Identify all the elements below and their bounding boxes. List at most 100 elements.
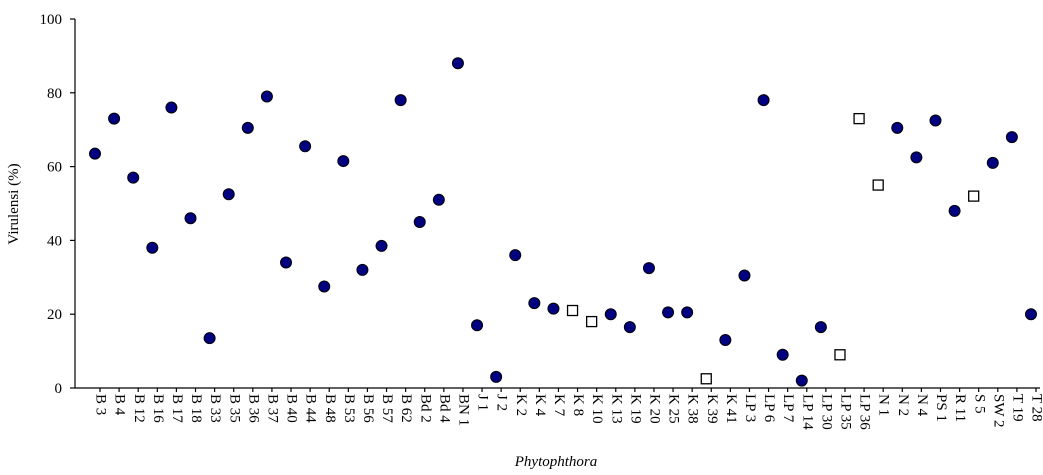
circle-marker	[222, 188, 235, 201]
x-tick-label: Bd 4	[436, 394, 452, 423]
x-tick-label: Bd 2	[417, 394, 433, 423]
x-tick-label: N 4	[914, 394, 930, 417]
x-tick-label: B 62	[398, 394, 414, 423]
square-marker	[853, 112, 865, 125]
x-tick-label: PS 1	[933, 394, 949, 422]
x-tick-label: B 40	[284, 394, 300, 423]
circle-marker	[413, 215, 426, 228]
x-tick-label: N 2	[895, 394, 911, 416]
x-tick-label: K 8	[570, 394, 586, 416]
x-tick-label: R 11	[952, 394, 968, 422]
circle-marker	[146, 241, 159, 254]
circle-marker	[604, 308, 617, 321]
circle-marker	[738, 269, 751, 282]
circle-marker	[451, 57, 464, 70]
x-tick-label: B 12	[131, 394, 147, 423]
x-axis-label: Phytophthora	[514, 454, 598, 470]
x-tick-label: J 2	[494, 394, 510, 411]
y-tick-label: 0	[55, 381, 63, 397]
circle-marker	[1025, 308, 1037, 321]
x-tick-label: B 35	[226, 394, 242, 423]
x-tick-label: B 33	[207, 394, 223, 423]
x-tick-label: B 4	[112, 394, 128, 416]
x-tick-label: LP 30	[818, 394, 834, 430]
circle-marker	[757, 94, 770, 107]
circle-marker	[89, 147, 101, 160]
x-tick-label: B 44	[303, 394, 319, 423]
x-tick-label: LP 3	[742, 394, 758, 422]
x-tick-label: K 38	[685, 394, 701, 424]
x-tick-label: K 25	[666, 394, 682, 424]
circle-marker	[280, 256, 293, 269]
circle-marker	[260, 90, 273, 103]
circle-marker	[127, 171, 140, 184]
x-tick-label: B 3	[93, 394, 109, 415]
square-marker	[834, 349, 846, 361]
circle-marker	[184, 212, 197, 225]
circle-marker	[509, 249, 522, 262]
circle-marker	[165, 101, 178, 114]
x-tick-label: T 19	[1009, 394, 1025, 422]
x-tick-label: N 1	[876, 394, 892, 416]
square-marker	[566, 304, 579, 317]
circle-marker	[432, 193, 445, 206]
x-tick-label: SW 2	[990, 394, 1006, 427]
x-tick-label: B 16	[150, 394, 166, 423]
circle-marker	[948, 204, 961, 217]
circle-marker	[108, 112, 121, 125]
circle-marker	[241, 121, 254, 134]
circle-marker	[986, 156, 999, 169]
x-tick-label: B 18	[188, 394, 204, 423]
circle-marker	[547, 302, 560, 315]
x-tick-label: S 5	[971, 394, 987, 414]
square-marker	[968, 190, 980, 202]
x-tick-label: B 56	[360, 394, 376, 423]
y-axis-label: Virulensi (%)	[6, 163, 22, 244]
x-tick-label: K 2	[513, 394, 529, 416]
x-tick-label: K 20	[647, 394, 663, 424]
y-tick-label: 40	[47, 233, 62, 249]
y-tick-label: 100	[40, 12, 63, 28]
circle-marker	[528, 297, 541, 310]
x-tick-label: K 10	[589, 394, 605, 424]
circle-marker	[1005, 131, 1018, 144]
x-tick-label: LP 6	[761, 394, 777, 423]
circle-marker	[891, 121, 904, 134]
x-tick-label: B 36	[245, 394, 261, 423]
x-tick-label: K 13	[608, 394, 624, 424]
x-tick-label: LP 7	[780, 394, 796, 423]
x-tick-label: LP 36	[857, 394, 873, 430]
y-tick-label: 60	[47, 160, 62, 176]
x-tick-label: LP 14	[799, 394, 815, 430]
circle-marker	[471, 319, 484, 332]
circle-marker	[776, 348, 789, 361]
y-tick-label: 80	[47, 86, 62, 102]
square-marker	[586, 315, 598, 328]
x-tick-label: K 19	[627, 394, 643, 424]
x-tick-label: LP 35	[838, 394, 854, 430]
x-tick-label: T 28	[1029, 394, 1043, 422]
circle-marker	[299, 140, 312, 153]
circle-marker	[681, 306, 694, 319]
y-tick-label: 20	[47, 307, 62, 323]
x-tick-label: B 57	[379, 394, 395, 423]
circle-marker	[394, 94, 407, 107]
circle-marker	[719, 334, 732, 347]
circle-marker	[356, 263, 369, 276]
circle-marker	[642, 262, 655, 275]
circle-marker	[318, 280, 331, 293]
x-tick-label: K 39	[704, 394, 720, 424]
circle-marker	[910, 151, 923, 164]
x-tick-label: BN 1	[456, 394, 472, 426]
circle-marker	[490, 370, 503, 383]
circle-marker	[337, 155, 350, 168]
x-tick-label: B 53	[341, 394, 357, 423]
square-marker	[700, 373, 712, 385]
x-tick-label: K 41	[723, 394, 739, 424]
circle-marker	[929, 114, 942, 127]
x-tick-label: K 7	[551, 394, 567, 417]
x-tick-label: J 1	[475, 394, 491, 411]
circle-marker	[623, 321, 636, 334]
